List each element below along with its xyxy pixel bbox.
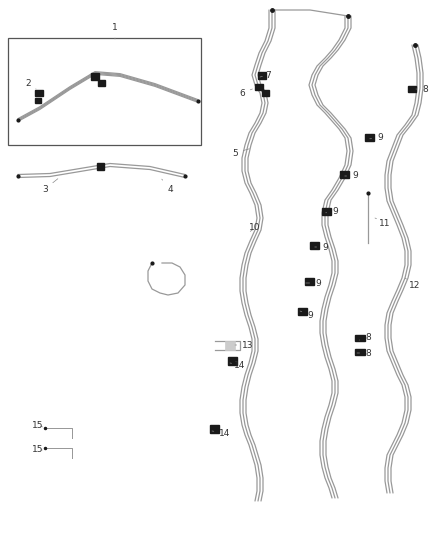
Bar bbox=[91, 73, 99, 80]
Bar bbox=[298, 308, 307, 315]
Bar bbox=[255, 84, 263, 90]
Text: 8: 8 bbox=[360, 333, 371, 342]
Text: 3: 3 bbox=[42, 179, 58, 193]
Bar bbox=[98, 80, 105, 86]
Bar bbox=[8, 38, 201, 145]
Text: 13: 13 bbox=[235, 341, 254, 350]
Bar bbox=[225, 341, 235, 350]
Bar bbox=[365, 134, 374, 141]
Bar bbox=[35, 90, 43, 96]
Text: 7: 7 bbox=[260, 70, 271, 79]
Bar bbox=[340, 171, 349, 178]
Bar bbox=[322, 208, 331, 215]
Bar bbox=[310, 242, 319, 249]
Bar bbox=[228, 357, 237, 365]
Text: 15: 15 bbox=[32, 446, 44, 455]
Bar bbox=[258, 72, 266, 79]
Bar bbox=[355, 349, 365, 355]
Text: 9: 9 bbox=[300, 311, 313, 319]
Text: 4: 4 bbox=[162, 179, 173, 193]
Text: 14: 14 bbox=[212, 429, 231, 438]
Text: 9: 9 bbox=[345, 172, 358, 181]
Text: 9: 9 bbox=[315, 243, 328, 252]
Text: 11: 11 bbox=[375, 218, 391, 228]
Text: 9: 9 bbox=[370, 133, 383, 142]
Text: 5: 5 bbox=[232, 149, 249, 157]
Text: 8: 8 bbox=[416, 85, 428, 94]
Text: 12: 12 bbox=[405, 278, 420, 289]
Text: 9: 9 bbox=[326, 207, 338, 216]
Bar bbox=[97, 163, 104, 170]
Bar bbox=[35, 98, 41, 103]
Text: 14: 14 bbox=[230, 360, 246, 369]
Text: 8: 8 bbox=[357, 349, 371, 358]
Text: 9: 9 bbox=[306, 279, 321, 287]
Bar bbox=[408, 86, 416, 92]
Bar bbox=[262, 90, 269, 96]
Text: 6: 6 bbox=[239, 88, 252, 98]
Text: 10: 10 bbox=[249, 223, 261, 232]
Text: 1: 1 bbox=[112, 23, 118, 39]
Text: 2: 2 bbox=[25, 78, 36, 89]
Bar bbox=[355, 335, 365, 341]
Text: 15: 15 bbox=[32, 421, 44, 430]
Bar bbox=[305, 278, 314, 285]
Bar bbox=[210, 425, 219, 433]
